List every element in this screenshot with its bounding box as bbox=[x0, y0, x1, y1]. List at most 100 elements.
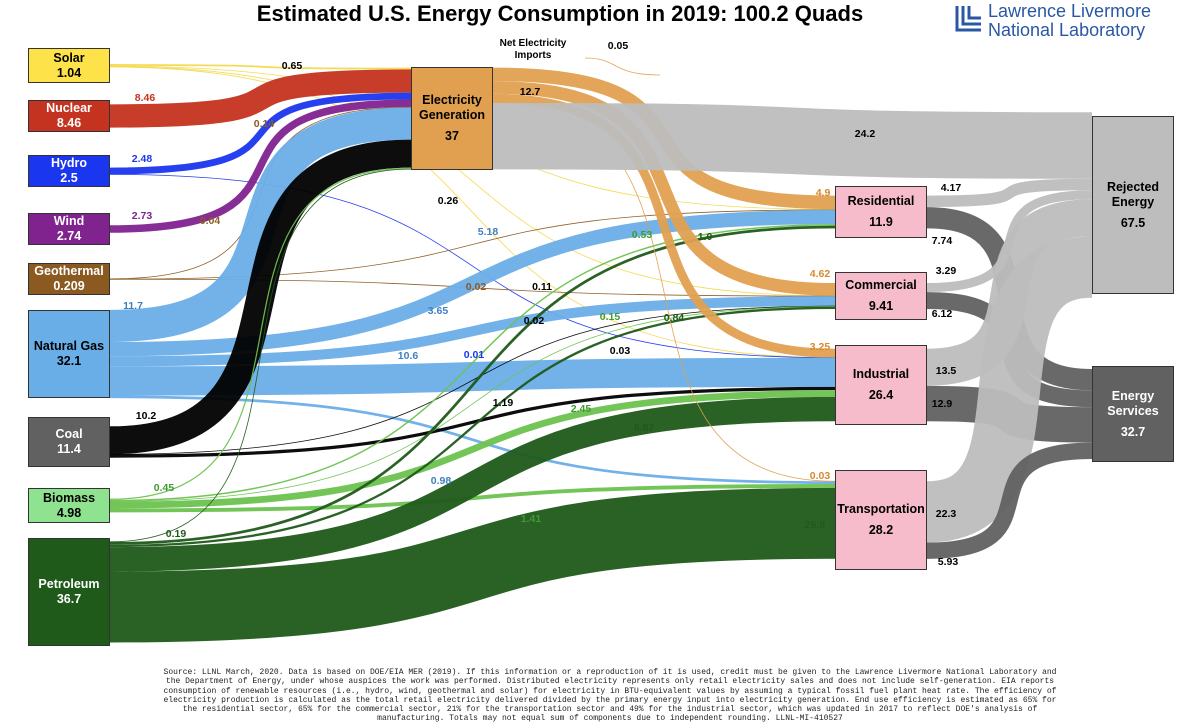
flow-label: 25.8 bbox=[805, 519, 826, 531]
flow-label: 8.87 bbox=[634, 422, 655, 434]
footer: Source: LLNL March, 2020. Data is based … bbox=[163, 668, 1057, 724]
flow-label: 5.93 bbox=[938, 556, 959, 568]
node: Residential 11.9 bbox=[835, 186, 927, 238]
flow-label: 6.12 bbox=[932, 308, 953, 320]
flow-label: 3.65 bbox=[428, 305, 449, 317]
logo-icon bbox=[955, 6, 981, 32]
flow bbox=[109, 92, 412, 175]
node-label: Industrial bbox=[852, 367, 910, 381]
flow-label: 2.48 bbox=[132, 153, 153, 165]
flow bbox=[584, 57, 661, 76]
delivered-label: 12.7 bbox=[520, 86, 541, 98]
node-label: Electricity Generation bbox=[419, 93, 485, 122]
node: Hydro 2.5 bbox=[28, 155, 110, 187]
flow-label: 8.46 bbox=[135, 92, 156, 104]
flow bbox=[109, 209, 836, 357]
node-value: 28.2 bbox=[868, 523, 894, 537]
node: Net Electricity Imports bbox=[488, 38, 578, 66]
flow-label-group: 0.65 0.26 0.11 0.03 8.46 2.48 0.01 2.73 0.14 0.04… bbox=[123, 40, 961, 568]
node-label: Energy Services bbox=[1107, 388, 1159, 418]
node: Electricity Generation 37 bbox=[411, 67, 493, 170]
node: Industrial 26.4 bbox=[835, 345, 927, 425]
flow bbox=[926, 178, 1093, 208]
flow bbox=[109, 167, 412, 500]
node: Coal 11.4 bbox=[28, 417, 110, 467]
node-label: Biomass bbox=[42, 490, 96, 505]
node: Natural Gas 32.1 bbox=[28, 310, 110, 398]
node: Transportation 28.2 bbox=[835, 470, 927, 570]
node-value: 26.4 bbox=[868, 388, 894, 402]
node-label: Petroleum bbox=[38, 577, 100, 591]
flow-label: 0.26 bbox=[438, 195, 459, 207]
flow-label: 0.01 bbox=[464, 349, 485, 361]
flow-label: 2.45 bbox=[571, 403, 592, 415]
flow bbox=[109, 483, 836, 513]
flow-label: 4.62 bbox=[810, 268, 831, 280]
node-label: Rejected Energy bbox=[1106, 179, 1160, 209]
node-label: Nuclear bbox=[46, 101, 92, 115]
flow bbox=[109, 390, 836, 509]
flow-label: 0.04 bbox=[200, 215, 221, 227]
node-value: 11.9 bbox=[869, 215, 893, 229]
node: Wind 2.74 bbox=[28, 213, 110, 245]
flow-label: 0.05 bbox=[608, 40, 629, 52]
flow-label: 0.03 bbox=[610, 345, 631, 357]
node-label: Commercial bbox=[845, 278, 917, 292]
flow bbox=[109, 69, 412, 128]
flow-label: 0.98 bbox=[431, 475, 452, 487]
flow bbox=[492, 102, 1093, 179]
flow bbox=[109, 395, 836, 484]
flow-label: 1.19 bbox=[493, 397, 514, 409]
flow-group bbox=[109, 57, 1094, 643]
node: Energy Services 32.7 bbox=[1092, 366, 1174, 462]
flow-label: 1.41 bbox=[521, 513, 542, 525]
flow bbox=[109, 99, 412, 233]
node-label: Transportation bbox=[837, 502, 925, 516]
flow-label: 5.18 bbox=[478, 226, 499, 238]
node: Solar 1.04 bbox=[28, 48, 110, 83]
flow bbox=[109, 139, 412, 455]
node-value: 0.209 bbox=[53, 279, 85, 293]
flow bbox=[109, 487, 836, 643]
node-value: 9.41 bbox=[868, 299, 894, 313]
node-label: Geothermal bbox=[34, 264, 104, 278]
node-value: 36.7 bbox=[56, 592, 82, 606]
flow bbox=[109, 64, 412, 70]
flow-label: 0.19 bbox=[166, 528, 187, 540]
flow bbox=[109, 306, 836, 548]
flow-label: 0.45 bbox=[154, 482, 175, 494]
logo: Lawrence Livermore National Laboratory bbox=[988, 1, 1152, 40]
flow bbox=[109, 357, 836, 396]
flow bbox=[109, 386, 836, 458]
flow-label: 10.2 bbox=[136, 410, 157, 422]
node-label: Net Electricity Imports bbox=[499, 38, 567, 61]
node-label: Natural Gas bbox=[33, 339, 105, 353]
flow-label: 10.6 bbox=[398, 350, 419, 362]
node-label: Wind bbox=[53, 214, 85, 228]
flow-label: 3.29 bbox=[936, 265, 957, 277]
flow-label: 7.74 bbox=[932, 235, 953, 247]
node-value: 32.1 bbox=[56, 354, 82, 368]
flow bbox=[109, 306, 836, 502]
flow-label: 12.9 bbox=[932, 398, 953, 410]
flow bbox=[109, 396, 836, 572]
flow-label: 4.17 bbox=[941, 182, 962, 194]
node-value: 67.5 bbox=[1120, 215, 1146, 230]
node-value: 4.98 bbox=[56, 505, 82, 520]
node-value: 8.46 bbox=[56, 116, 82, 130]
flow-label: 0.53 bbox=[632, 229, 653, 241]
node-value: 32.7 bbox=[1120, 424, 1146, 439]
flow bbox=[926, 442, 1093, 559]
flow bbox=[109, 305, 836, 455]
flow-label: 0.11 bbox=[532, 281, 552, 293]
flow-label: 2.73 bbox=[132, 210, 153, 222]
node-value: 37 bbox=[445, 129, 459, 143]
node: Rejected Energy 67.5 bbox=[1092, 116, 1174, 294]
flow-label: 0.15 bbox=[600, 311, 621, 323]
flow bbox=[109, 107, 412, 343]
node-label: Hydro bbox=[50, 156, 88, 170]
flow-label: 0.14 bbox=[254, 118, 275, 130]
node-value: 1.04 bbox=[56, 65, 82, 80]
node-label: Coal bbox=[55, 427, 83, 441]
